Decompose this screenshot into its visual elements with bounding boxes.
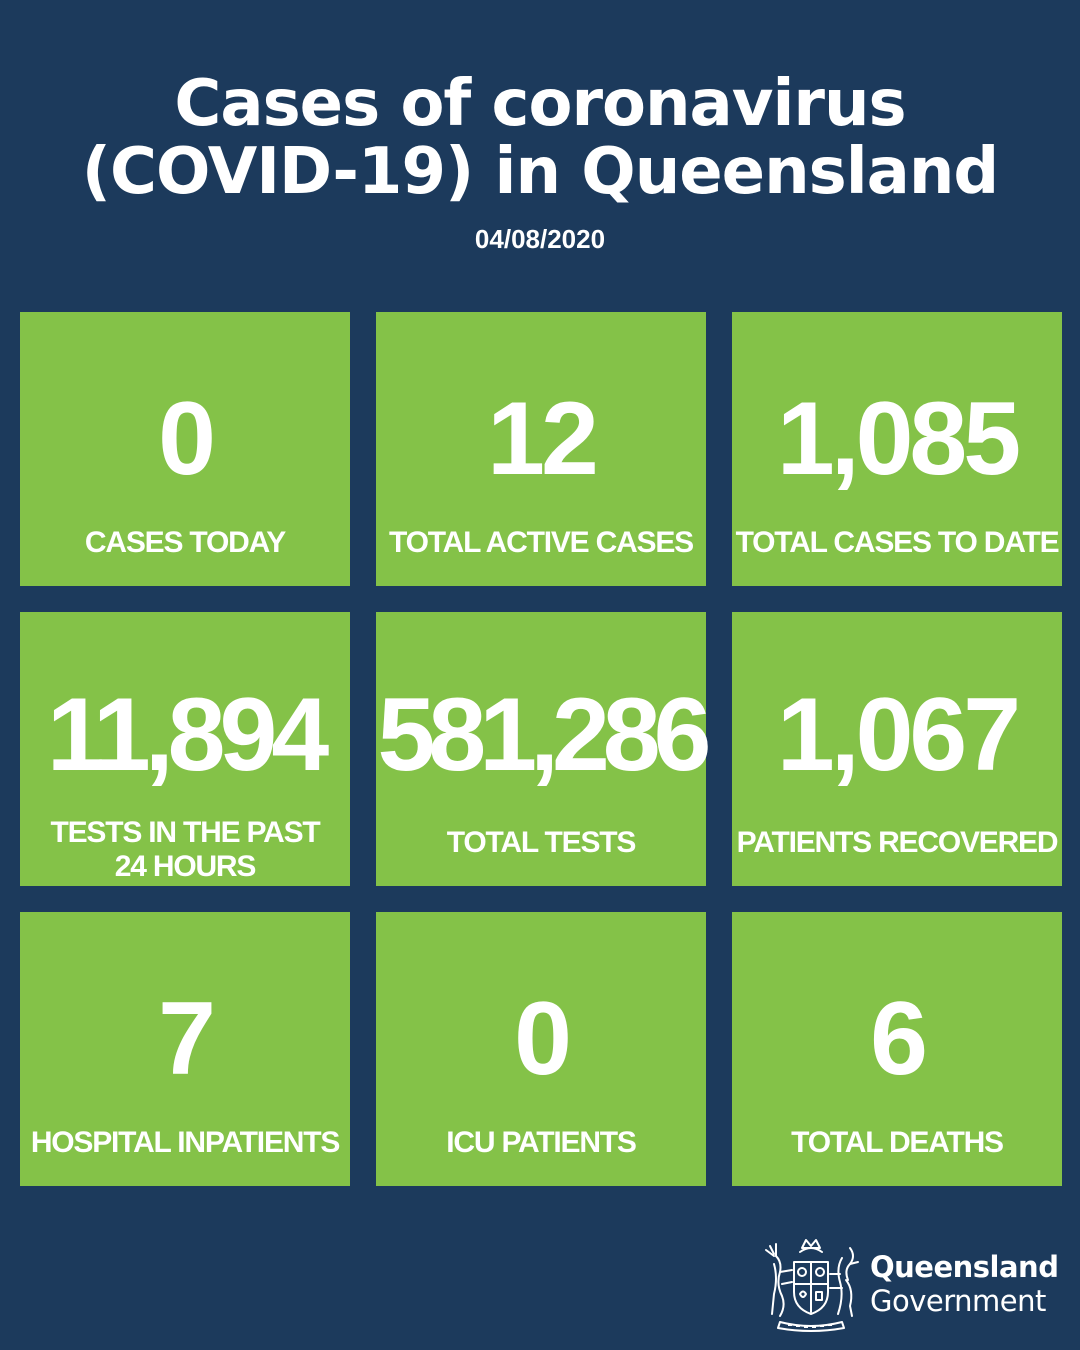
government-logo: Queensland Government <box>758 1232 1059 1336</box>
org-name-line-1: Queensland <box>870 1250 1059 1284</box>
stat-tile-total-cases-to-date: 1,085 TOTAL CASES TO DATE <box>732 312 1062 586</box>
stat-value: 6 <box>870 981 928 1097</box>
stat-tile-total-active-cases: 12 TOTAL ACTIVE CASES <box>376 312 706 586</box>
stat-tile-cases-today: 0 CASES TODAY <box>20 312 350 586</box>
stat-tile-icu-patients: 0 ICU PATIENTS <box>376 912 706 1186</box>
stat-label: TOTAL TESTS <box>446 826 637 859</box>
stat-label: TOTAL ACTIVE CASES <box>389 526 694 559</box>
stat-value: 11,894 <box>46 677 329 793</box>
stat-label: TESTS IN THE PAST 24 HOURS <box>50 816 320 883</box>
page-header: Cases of coronavirus (COVID-19) in Queen… <box>0 70 1080 255</box>
stat-label: HOSPITAL INPATIENTS <box>30 1126 341 1159</box>
stat-label: CASES TODAY <box>84 526 286 559</box>
stat-tile-hospital-inpatients: 7 HOSPITAL INPATIENTS <box>20 912 350 1186</box>
stat-value: 1,067 <box>776 677 1021 793</box>
page-title-line-2: (COVID-19) in Queensland <box>81 135 999 209</box>
queensland-coat-of-arms-icon <box>765 1239 859 1332</box>
stat-value: 0 <box>514 981 572 1097</box>
stat-label: ICU PATIENTS <box>446 1126 637 1159</box>
org-name-line-2: Government <box>870 1284 1046 1318</box>
stat-value: 0 <box>158 381 216 497</box>
stat-tile-total-tests: 581,286 TOTAL TESTS <box>376 612 712 886</box>
stat-value: 1,085 <box>776 381 1021 497</box>
stat-label: PATIENTS RECOVERED <box>736 826 1059 859</box>
stats-grid: 0 CASES TODAY 12 TOTAL ACTIVE CASES 1,08… <box>20 312 1062 1186</box>
government-wordmark: Queensland Government <box>870 1250 1059 1318</box>
stat-tile-patients-recovered: 1,067 PATIENTS RECOVERED <box>732 612 1062 886</box>
stat-tile-tests-past-24-hours: 11,894 TESTS IN THE PAST 24 HOURS <box>20 612 350 886</box>
stat-value: 581,286 <box>377 677 712 793</box>
stat-value: 12 <box>487 381 599 497</box>
stat-label: TOTAL DEATHS <box>791 1126 1004 1159</box>
page-title: Cases of coronavirus (COVID-19) in Queen… <box>0 70 1080 206</box>
stat-value: 7 <box>158 981 216 1097</box>
stat-label: TOTAL CASES TO DATE <box>735 526 1060 559</box>
page-title-line-1: Cases of coronavirus <box>174 67 906 141</box>
report-date: 04/08/2020 <box>474 224 606 254</box>
stat-tile-total-deaths: 6 TOTAL DEATHS <box>732 912 1062 1186</box>
